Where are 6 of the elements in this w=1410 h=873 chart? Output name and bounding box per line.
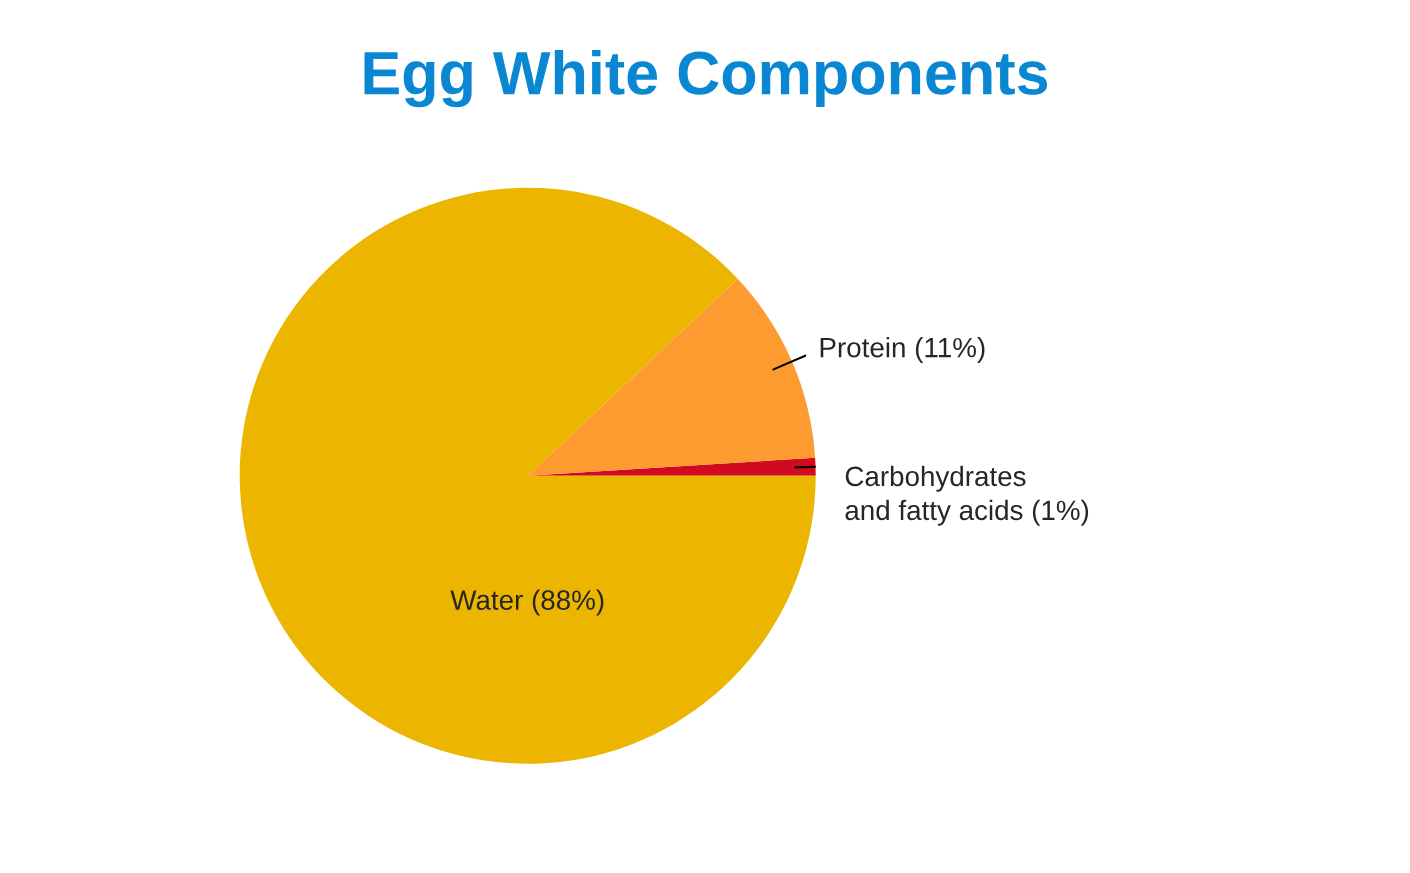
chart-title: Egg White Components bbox=[364, 49, 1048, 108]
pie-slice bbox=[527, 278, 816, 476]
slice-label: Protein (11%) bbox=[820, 337, 985, 363]
slice-label: Water (88%) bbox=[450, 589, 604, 616]
slice-label: Carbohydrates and fatty acids (1%) bbox=[845, 465, 1089, 526]
pie-slice bbox=[239, 187, 816, 764]
